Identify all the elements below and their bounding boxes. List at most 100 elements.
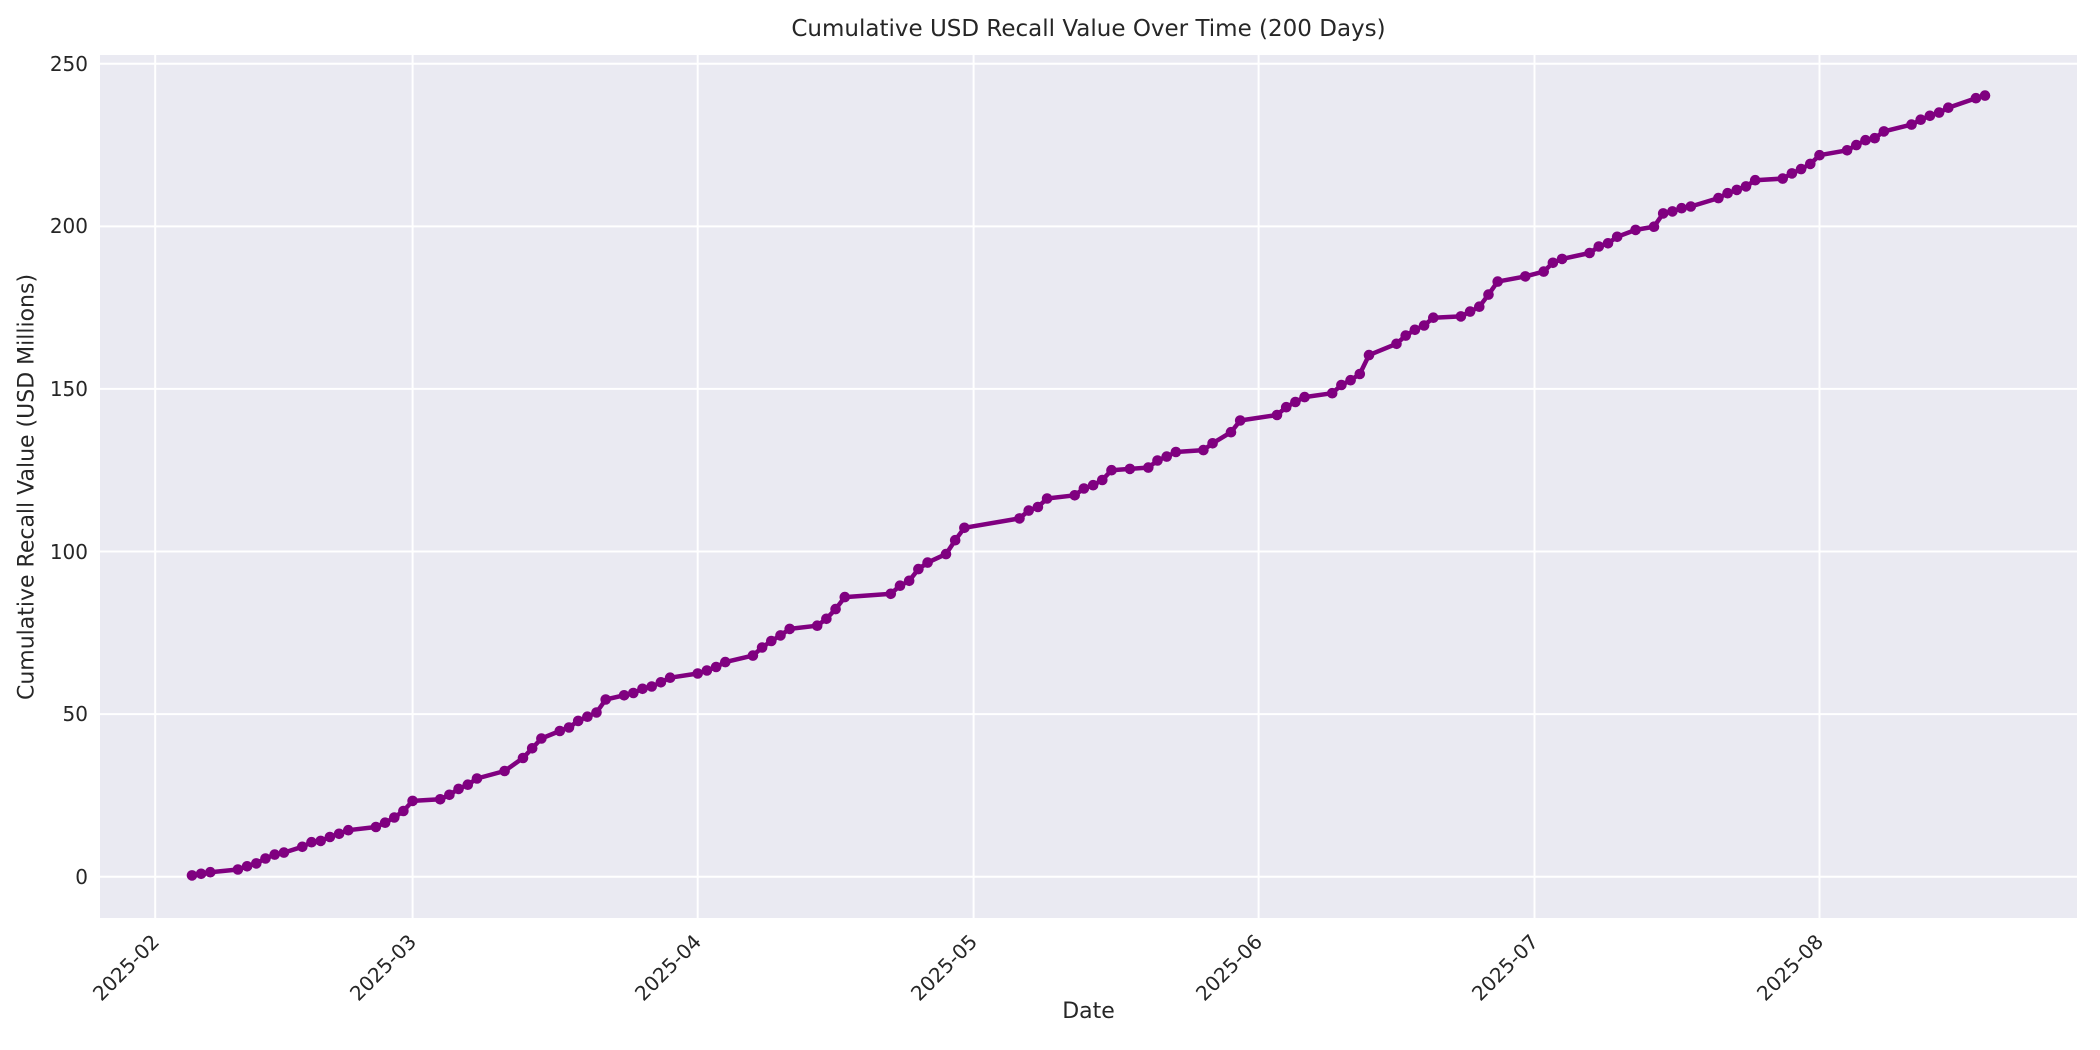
y-tick-label: 250 [49,51,88,76]
data-point [278,847,290,858]
x-axis-label: Date [1062,999,1115,1024]
x-tick-label: 2025-02 [87,929,164,1006]
data-point [591,707,602,718]
data-point [260,853,271,864]
data-point [1326,387,1338,399]
data-point [1667,206,1678,217]
data-point [536,733,547,744]
data-point [241,861,253,872]
data-point [1593,241,1605,252]
data-point [1924,110,1936,122]
data-point [1777,173,1788,184]
data-point [462,779,474,790]
data-point [1170,446,1182,458]
data-point [600,694,611,705]
data-point [710,661,722,673]
data-point [1556,253,1568,265]
data-point [1492,276,1503,287]
data-point [1014,513,1025,524]
data-point [297,841,308,853]
data-point [1584,247,1595,259]
data-point [499,765,510,777]
line-plot [100,55,2077,918]
data-point [1630,224,1641,236]
data-point [1069,490,1080,501]
data-point [1354,368,1366,380]
y-axis-label: Cumulative Recall Value (USD Millions) [14,273,40,701]
data-point [563,722,575,733]
data-point [885,588,897,600]
data-point [1474,301,1485,312]
data-point [232,864,244,875]
x-tick-label: 2025-08 [1751,929,1829,1006]
data-point [1943,102,1954,113]
data-point [453,783,464,795]
data-point [1023,505,1034,516]
data-point [720,656,731,668]
data-point [646,681,657,692]
data-point [1271,409,1283,421]
data-point [747,650,759,661]
data-point [775,630,786,641]
data-point [830,603,841,615]
y-tick-label: 0 [75,864,88,889]
data-point [1032,501,1044,513]
data-point [1814,149,1825,161]
data-point [582,711,593,722]
chart-title: Cumulative USD Recall Value Over Time (2… [791,16,1386,42]
data-point [1152,455,1163,466]
data-point [811,620,823,631]
data-point [572,715,584,727]
data-point [379,817,391,828]
data-point [1722,187,1733,199]
data-point [1749,174,1761,186]
data-point [1611,231,1623,243]
data-point [692,668,703,679]
data-point [1336,379,1347,391]
data-point [1345,374,1356,386]
data-point [1391,338,1402,350]
data-point [1970,92,1982,104]
data-point [1280,401,1292,413]
data-point [1685,201,1697,212]
data-point [1464,306,1476,317]
x-tick-label: 2025-07 [1466,929,1543,1006]
data-point [1041,493,1053,504]
data-point [1520,271,1531,282]
data-point [664,672,676,683]
data-point [637,683,648,695]
x-tick-label: 2025-05 [905,929,983,1006]
data-point [1290,396,1301,408]
data-point [940,548,952,560]
data-point [1676,202,1687,214]
data-point [186,870,198,881]
data-point [1795,163,1807,175]
data-point [618,690,630,701]
data-point [1124,463,1136,475]
data-point [1299,391,1310,403]
data-point [1851,139,1862,151]
data-point [1078,483,1090,494]
data-point [1841,145,1853,156]
data-point [1207,438,1218,449]
data-point [1455,311,1467,322]
data-point [1409,324,1421,336]
data-point [370,821,382,833]
y-tick-label: 50 [62,702,88,727]
data-point [1400,330,1411,341]
data-point [959,522,970,534]
data-point [1143,462,1154,473]
y-tick-label: 150 [49,376,88,401]
data-point [894,580,906,591]
data-point [1731,184,1743,196]
data-point [1602,238,1614,249]
data-point [903,575,915,587]
y-tick-label: 100 [49,539,88,564]
data-point [766,635,777,647]
data-point [205,866,216,878]
data-point [269,849,280,860]
data-point [1869,132,1880,144]
data-point [655,677,667,688]
data-point [1428,312,1439,324]
